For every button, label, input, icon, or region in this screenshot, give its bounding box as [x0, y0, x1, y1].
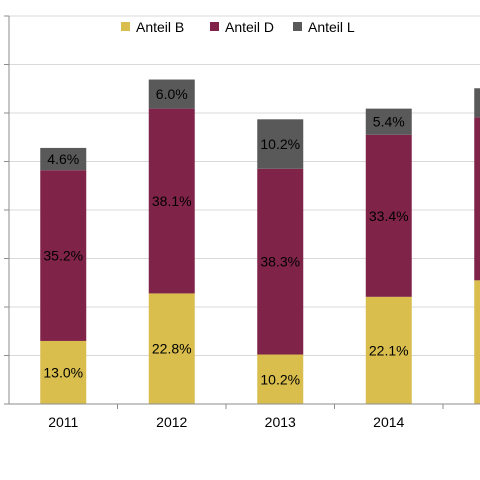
bar-segment [40, 147, 87, 171]
gridlines [9, 15, 480, 356]
bar-segment [257, 354, 304, 404]
x-tick-label: 2012 [156, 414, 187, 430]
data-label: 35.2% [43, 248, 83, 264]
bar-segment [257, 119, 304, 169]
data-label: 10.2% [260, 371, 300, 387]
legend-swatch [293, 22, 302, 31]
legend-label: Anteil L [308, 19, 355, 35]
data-label: 22.8% [152, 341, 192, 357]
data-label: 6.0% [156, 86, 188, 102]
legend-swatch [210, 22, 219, 31]
legend-swatch [121, 22, 130, 31]
bar-segment [474, 280, 480, 404]
bar-segment [40, 170, 87, 341]
x-tick-label: 2013 [265, 414, 296, 430]
bar-segment [257, 168, 304, 355]
axes: 20112012201320142015 [4, 15, 480, 430]
data-label: 5.4% [373, 114, 405, 130]
bar-segment [365, 108, 412, 135]
legend-label: Anteil D [225, 19, 274, 35]
bar-segment [474, 117, 480, 281]
bars: 13.0% 35.2% 4.6% 22.8% 38.1% 6.0% 10.2% 38.3% 10… [40, 79, 480, 404]
data-label: 13.0% [43, 364, 83, 380]
data-label: 10.2% [260, 136, 300, 152]
legend-label: Anteil B [136, 19, 184, 35]
bar-segment [474, 88, 480, 118]
bar-segment [40, 340, 87, 404]
bar-segment [365, 134, 412, 297]
x-tick-label: 2014 [373, 414, 404, 430]
bar-segment [148, 108, 195, 294]
data-label: 38.1% [152, 193, 192, 209]
data-label: 33.4% [369, 208, 409, 224]
x-tick-label: 2011 [48, 414, 78, 430]
data-label: 4.6% [47, 151, 79, 167]
data-label: 22.1% [369, 342, 409, 358]
legend: Anteil B Anteil D Anteil L [121, 19, 355, 35]
bar-segment [148, 79, 195, 109]
bar-segment [365, 296, 412, 404]
data-label: 38.3% [260, 254, 300, 270]
bar-segment [148, 293, 195, 404]
